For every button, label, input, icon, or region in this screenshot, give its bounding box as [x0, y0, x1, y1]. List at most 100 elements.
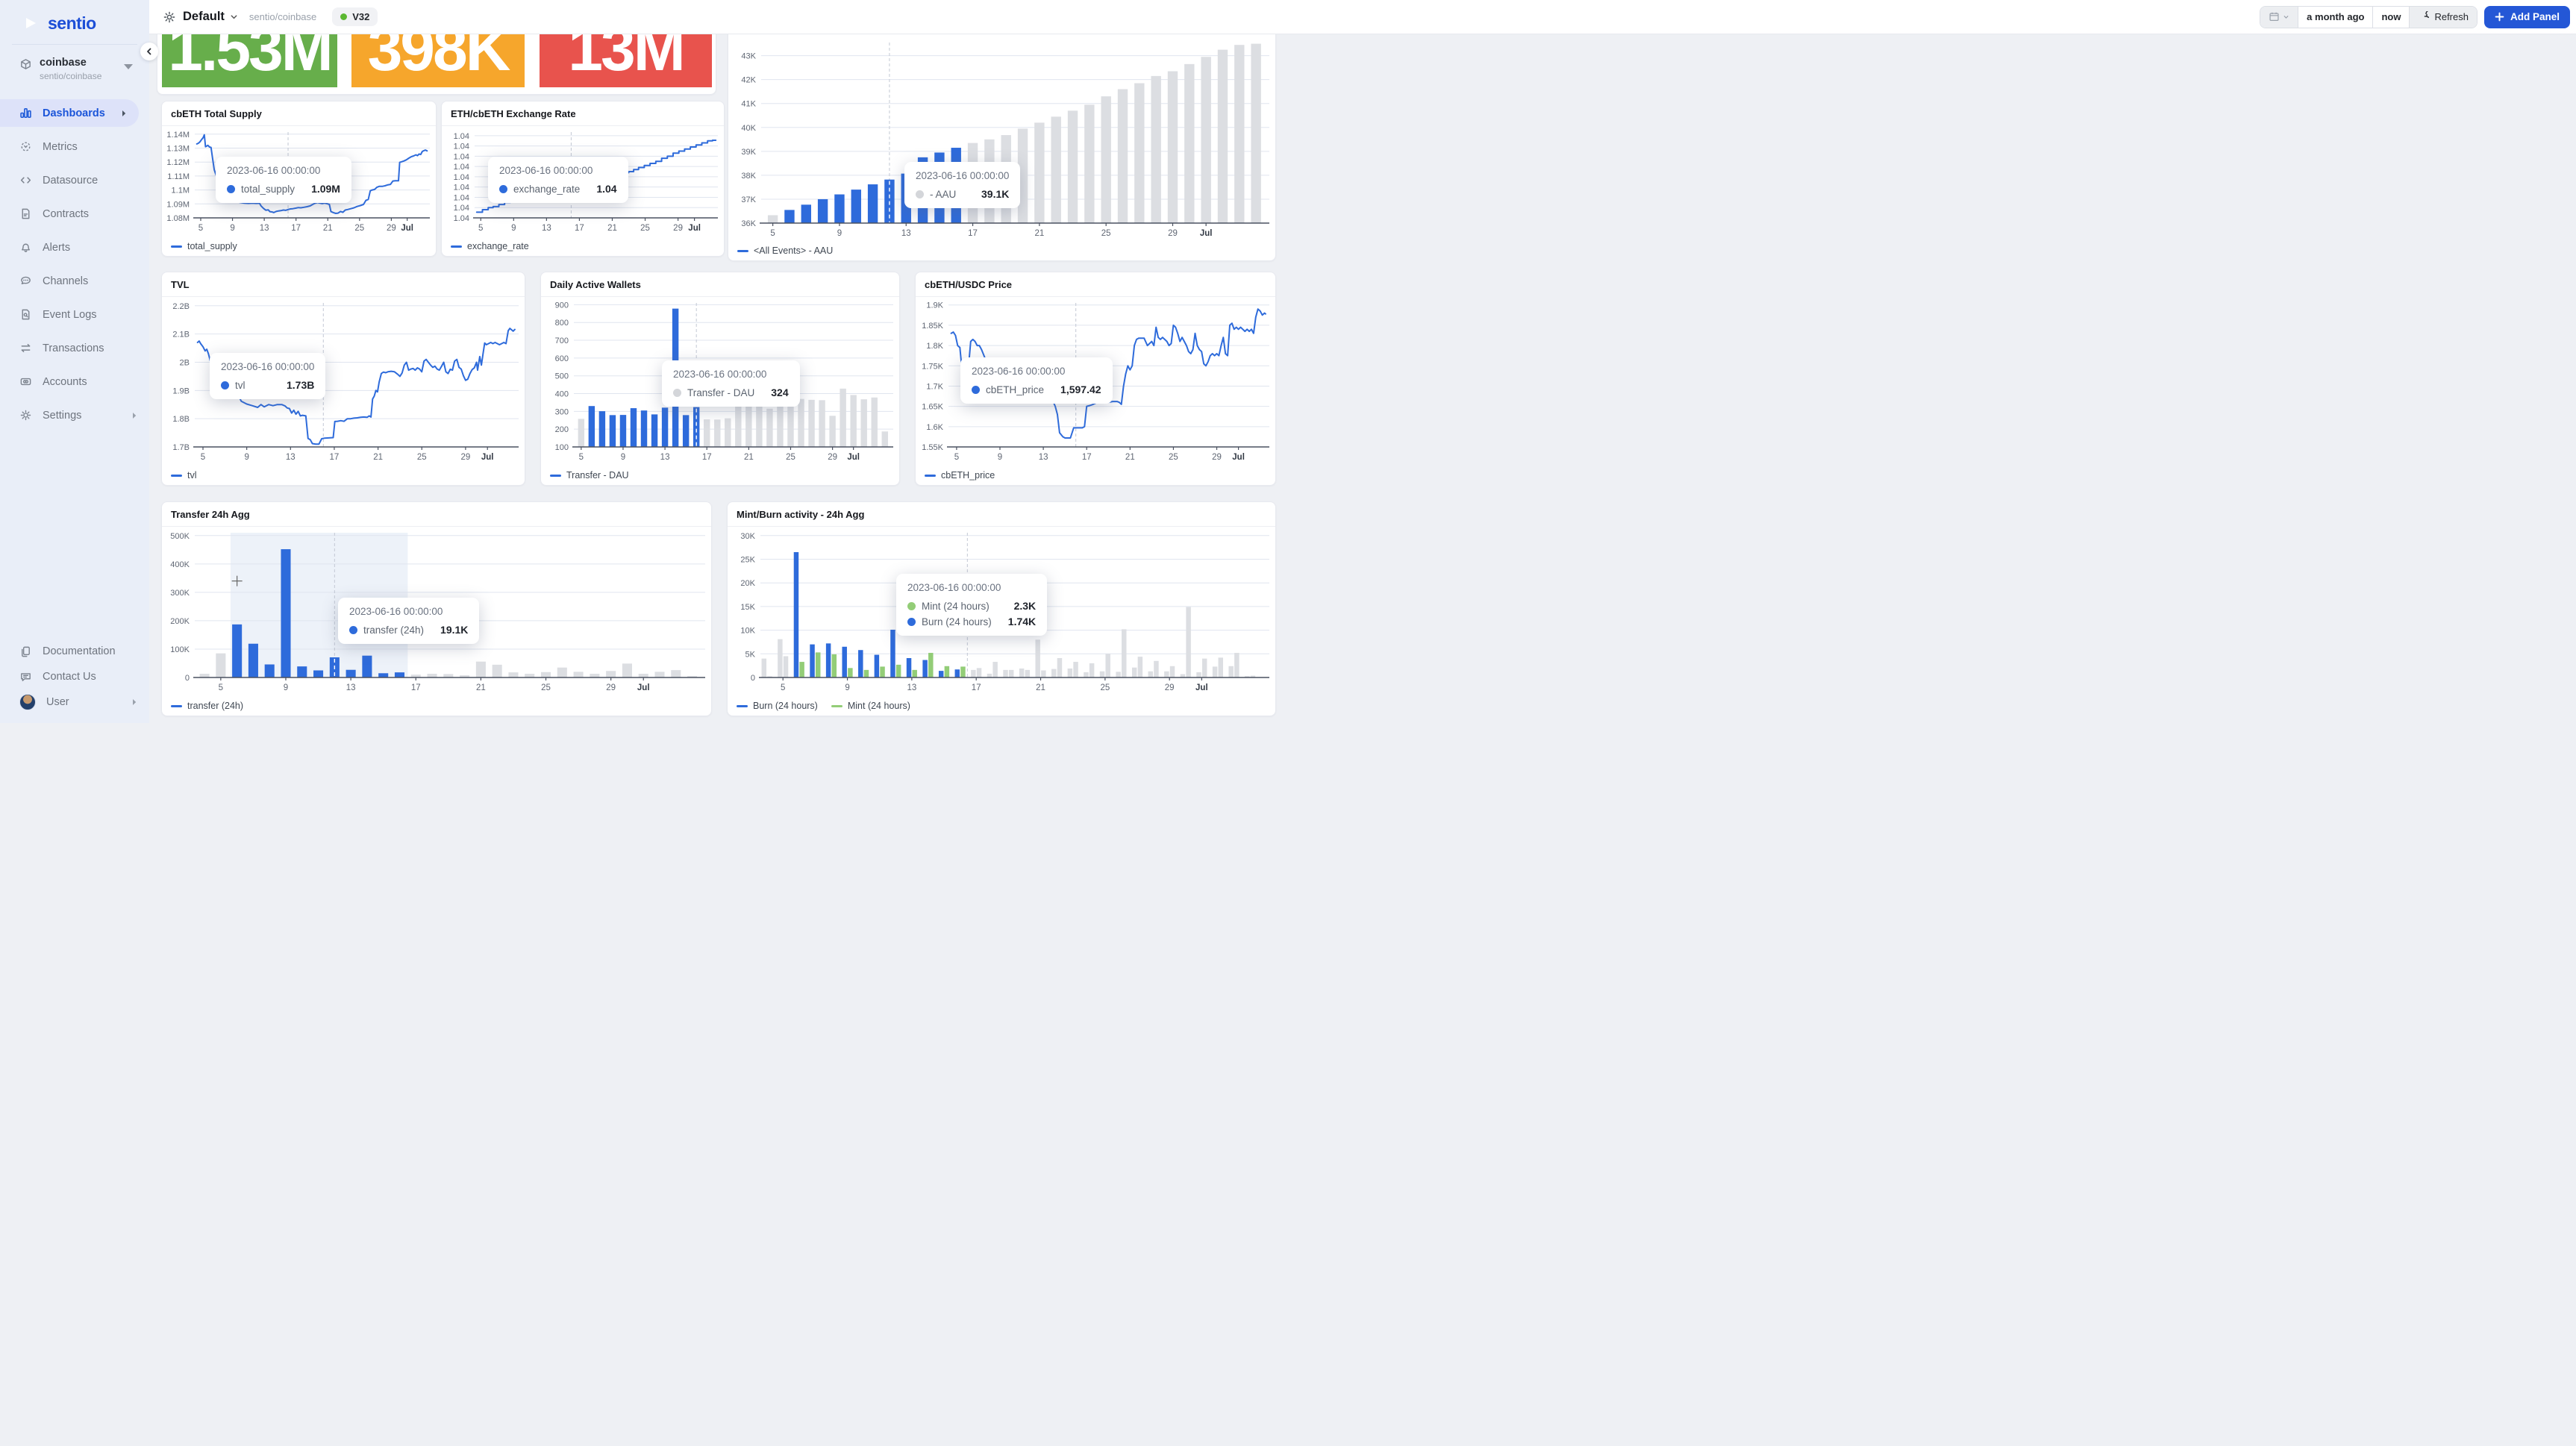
add-panel-button[interactable]: Add Panel — [2483, 5, 2570, 28]
aau-chart[interactable]: 36K 37K 38K 39K 40K 41K 42K 43K 5 9 13 17 21 25 29 Jul — [728, 37, 1275, 241]
svg-text:9: 9 — [845, 683, 849, 692]
chart-legend: Burn (24 hours) Mint (24 hours) — [737, 701, 910, 711]
stat-card-orange[interactable]: 398K — [351, 34, 525, 87]
svg-text:39K: 39K — [741, 148, 756, 157]
brand-logo[interactable]: sentio — [0, 0, 149, 44]
svg-text:29: 29 — [673, 224, 683, 233]
transfer-24h-chart[interactable]: 0 100K 200K 300K 400K 500K 5 9 13 17 21 25 29 Jul — [162, 527, 711, 695]
dashboard-selector[interactable]: Default — [183, 10, 238, 24]
stat-card-green[interactable]: 1.53M — [162, 34, 337, 87]
legend-item[interactable]: <All Events> - AAU — [737, 245, 833, 256]
sidebar-item-alerts[interactable]: Alerts — [0, 234, 149, 261]
panel-title: TVL — [162, 272, 525, 297]
svg-text:1.13M: 1.13M — [166, 145, 190, 154]
sidebar-item-settings[interactable]: Settings — [0, 401, 149, 429]
svg-text:100K: 100K — [170, 645, 190, 654]
svg-text:17: 17 — [972, 683, 981, 692]
sidebar-item-label: Channels — [43, 275, 89, 287]
svg-text:9: 9 — [230, 224, 234, 233]
calendar-dropdown-button[interactable] — [2260, 6, 2298, 28]
stat-value: 1.53M — [168, 34, 333, 84]
svg-text:5: 5 — [954, 453, 959, 462]
svg-text:21: 21 — [476, 683, 486, 692]
workspace-switcher[interactable]: coinbase sentio/coinbase — [0, 45, 149, 92]
sidebar-item-documentation[interactable]: Documentation — [0, 639, 149, 663]
svg-text:1.04: 1.04 — [454, 214, 469, 223]
chevron-right-icon — [122, 110, 126, 116]
svg-text:1.1M: 1.1M — [172, 187, 190, 195]
sidebar-item-user[interactable]: User — [0, 690, 149, 714]
sidebar-item-dashboards[interactable]: Dashboards — [0, 99, 139, 127]
version-badge[interactable]: V32 — [332, 7, 378, 26]
svg-text:2B: 2B — [180, 358, 190, 367]
mint-burn-chart[interactable]: 0 5K 10K 15K 20K 25K 30K 5 9 13 17 21 25 29 Jul — [728, 527, 1275, 695]
svg-text:400K: 400K — [170, 560, 190, 569]
chevron-down-icon — [124, 64, 133, 69]
svg-text:Jul: Jul — [688, 224, 701, 233]
brand-name: sentio — [48, 13, 96, 33]
tvl-chart[interactable]: 1.7B 1.8B 1.9B 2B 2.1B 2.2B 5 9 13 17 21 25 29 Jul — [162, 297, 525, 465]
svg-text:25: 25 — [786, 453, 795, 462]
legend-item[interactable]: Burn (24 hours) — [737, 701, 818, 711]
range-end-button[interactable]: now — [2372, 6, 2409, 28]
dashboard-settings-button[interactable] — [163, 10, 176, 24]
accounts-icon — [20, 378, 31, 386]
divider — [12, 44, 137, 45]
chevron-down-icon — [231, 15, 237, 19]
svg-text:2.2B: 2.2B — [172, 302, 190, 311]
legend-item[interactable]: exchange_rate — [451, 241, 529, 251]
legend-item[interactable]: Transfer - DAU — [550, 470, 629, 481]
svg-text:1.8B: 1.8B — [172, 415, 190, 424]
chart-tooltip: 2023-06-16 00:00:00 total_supply 1.09M — [216, 157, 351, 203]
svg-text:200K: 200K — [170, 617, 190, 626]
user-avatar — [19, 694, 36, 710]
svg-text:10K: 10K — [740, 627, 755, 636]
sidebar-collapse-button[interactable] — [140, 43, 158, 60]
sidebar-item-contact-us[interactable]: Contact Us — [0, 665, 149, 689]
svg-text:1.8K: 1.8K — [926, 342, 943, 351]
sidebar-item-channels[interactable]: Channels — [0, 267, 149, 295]
legend-item[interactable]: transfer (24h) — [171, 701, 243, 711]
legend-item[interactable]: cbETH_price — [925, 470, 995, 481]
sidebar-item-datasource[interactable]: Datasource — [0, 166, 149, 194]
svg-text:5: 5 — [579, 453, 584, 462]
chart-tooltip: 2023-06-16 00:00:00 exchange_rate 1.04 — [488, 157, 628, 203]
sidebar-item-metrics[interactable]: Metrics — [0, 133, 149, 160]
sidebar-item-transactions[interactable]: Transactions — [0, 334, 149, 362]
svg-text:1.6K: 1.6K — [926, 423, 943, 432]
svg-text:1.9K: 1.9K — [926, 301, 943, 310]
svg-text:1.08M: 1.08M — [166, 214, 190, 223]
metrics-icon — [21, 142, 31, 151]
svg-text:29: 29 — [1212, 453, 1222, 462]
range-start-button[interactable]: a month ago — [2298, 6, 2372, 28]
chevron-right-icon — [133, 412, 137, 419]
svg-text:29: 29 — [606, 683, 616, 692]
svg-text:5K: 5K — [745, 650, 756, 659]
svg-text:40K: 40K — [741, 124, 756, 133]
svg-text:100: 100 — [555, 443, 569, 452]
transfer-arrows-icon — [21, 343, 31, 353]
sidebar-item-contracts[interactable]: Contracts — [0, 200, 149, 228]
panel-mint-burn-activity: Mint/Burn activity - 24h Agg 0 5K 10K 15K 20… — [727, 501, 1276, 716]
daily-active-wallets-chart[interactable]: 100 200 300 400 500 600 700 800 900 5 9 13 17 21 25 29 J… — [541, 297, 899, 465]
refresh-button[interactable]: Refresh — [2409, 6, 2477, 28]
gear-icon — [20, 410, 31, 421]
legend-item[interactable]: Mint (24 hours) — [831, 701, 910, 711]
svg-text:500: 500 — [555, 372, 569, 381]
svg-text:1.12M: 1.12M — [166, 158, 190, 167]
plus-icon — [2495, 12, 2504, 22]
stat-card-red[interactable]: 13M — [540, 34, 712, 87]
sidebar-item-event-logs[interactable]: Event Logs — [0, 301, 149, 328]
svg-text:5: 5 — [478, 224, 483, 233]
stat-value: 13M — [568, 34, 685, 84]
svg-text:5: 5 — [781, 683, 785, 692]
legend-item[interactable]: tvl — [171, 470, 197, 481]
svg-text:15K: 15K — [740, 603, 755, 612]
svg-text:43K: 43K — [741, 52, 756, 61]
sidebar-item-accounts[interactable]: Accounts — [0, 368, 149, 395]
legend-item[interactable]: total_supply — [171, 241, 237, 251]
svg-text:13: 13 — [542, 224, 551, 233]
svg-text:13: 13 — [260, 224, 269, 233]
svg-text:5: 5 — [770, 229, 775, 238]
svg-text:1.7K: 1.7K — [926, 382, 943, 391]
